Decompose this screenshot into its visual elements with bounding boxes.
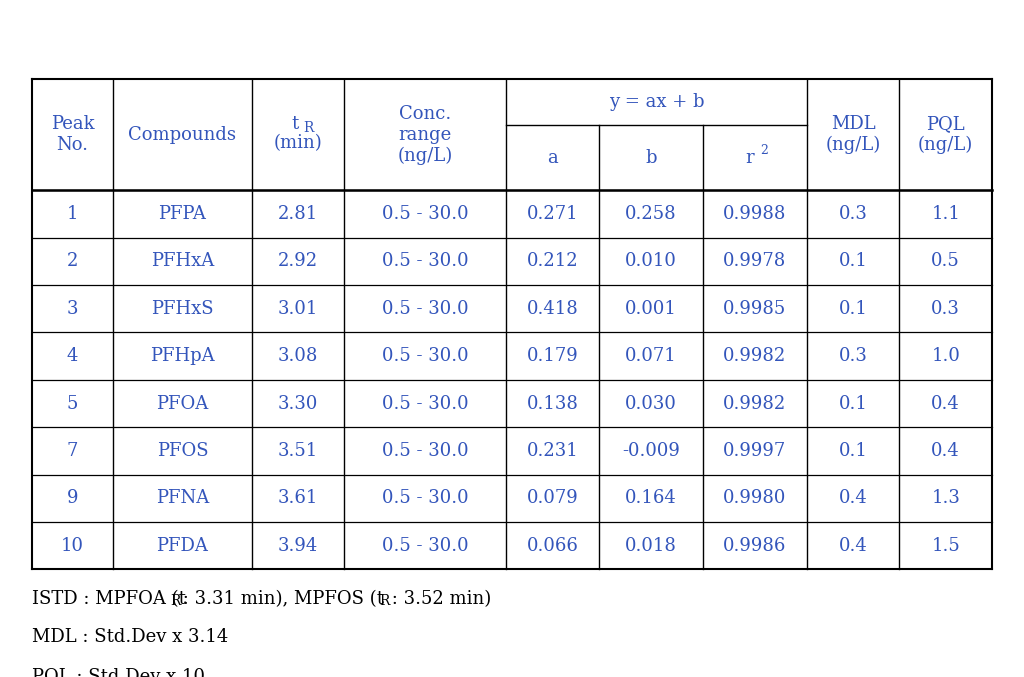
Text: R: R — [170, 594, 180, 608]
Text: 0.271: 0.271 — [526, 205, 579, 223]
Text: PQL
(ng/L): PQL (ng/L) — [919, 115, 974, 154]
Text: 0.4: 0.4 — [839, 537, 867, 554]
Text: R: R — [379, 594, 390, 608]
Text: 1.5: 1.5 — [932, 537, 961, 554]
Text: 0.418: 0.418 — [526, 300, 579, 318]
Text: (min): (min) — [273, 134, 323, 152]
Bar — [32, 79, 992, 569]
Text: PFDA: PFDA — [157, 537, 208, 554]
Text: PFPA: PFPA — [159, 205, 206, 223]
Text: 2.81: 2.81 — [278, 205, 318, 223]
Text: 0.5: 0.5 — [932, 253, 961, 270]
Text: 0.9980: 0.9980 — [723, 489, 786, 507]
Text: 3.01: 3.01 — [278, 300, 318, 318]
Text: 1: 1 — [67, 205, 78, 223]
Text: 3.94: 3.94 — [278, 537, 318, 554]
Text: 3.51: 3.51 — [278, 442, 318, 460]
Text: 0.164: 0.164 — [625, 489, 677, 507]
Text: y = ax + b: y = ax + b — [609, 93, 705, 111]
Text: 0.1: 0.1 — [839, 442, 867, 460]
Text: 1.0: 1.0 — [931, 347, 961, 365]
Text: 0.071: 0.071 — [625, 347, 677, 365]
Text: 0.9978: 0.9978 — [723, 253, 786, 270]
Text: PFOA: PFOA — [157, 395, 209, 412]
Text: Peak
No.: Peak No. — [50, 115, 94, 154]
Text: PFNA: PFNA — [156, 489, 209, 507]
Text: Conc.
range
(ng/L): Conc. range (ng/L) — [397, 105, 453, 165]
Text: t: t — [292, 115, 299, 133]
Text: 3: 3 — [67, 300, 78, 318]
Text: 2: 2 — [67, 253, 78, 270]
Text: 3.30: 3.30 — [278, 395, 318, 412]
Text: PFHxS: PFHxS — [152, 300, 214, 318]
Text: 0.079: 0.079 — [526, 489, 579, 507]
Text: 0.5 - 30.0: 0.5 - 30.0 — [382, 537, 469, 554]
Text: 0.1: 0.1 — [839, 395, 867, 412]
Text: 9: 9 — [67, 489, 78, 507]
Text: 0.9988: 0.9988 — [723, 205, 786, 223]
Text: PFHpA: PFHpA — [151, 347, 215, 365]
Text: 0.5 - 30.0: 0.5 - 30.0 — [382, 205, 469, 223]
Text: 3.61: 3.61 — [278, 489, 318, 507]
Text: 4: 4 — [67, 347, 78, 365]
Text: 0.3: 0.3 — [839, 347, 867, 365]
Text: 5: 5 — [67, 395, 78, 412]
Text: : 3.31 min), MPFOS (t: : 3.31 min), MPFOS (t — [177, 590, 384, 608]
Text: 3.08: 3.08 — [278, 347, 318, 365]
Text: 0.001: 0.001 — [625, 300, 677, 318]
Text: 0.010: 0.010 — [625, 253, 677, 270]
Text: 2.92: 2.92 — [278, 253, 318, 270]
Text: 0.030: 0.030 — [625, 395, 677, 412]
Text: 0.231: 0.231 — [526, 442, 579, 460]
Text: 0.5 - 30.0: 0.5 - 30.0 — [382, 395, 469, 412]
Text: MDL
(ng/L): MDL (ng/L) — [825, 115, 881, 154]
Text: PQL : Std.Dev x 10: PQL : Std.Dev x 10 — [32, 667, 205, 677]
Text: 0.4: 0.4 — [932, 395, 961, 412]
Text: MDL : Std.Dev x 3.14: MDL : Std.Dev x 3.14 — [32, 628, 228, 647]
Text: b: b — [645, 148, 656, 167]
Text: 0.5 - 30.0: 0.5 - 30.0 — [382, 300, 469, 318]
Text: 0.212: 0.212 — [526, 253, 579, 270]
Text: 1.1: 1.1 — [931, 205, 961, 223]
Text: 10: 10 — [61, 537, 84, 554]
Text: 0.258: 0.258 — [625, 205, 677, 223]
Text: PFOS: PFOS — [157, 442, 208, 460]
Text: : 3.52 min): : 3.52 min) — [386, 590, 492, 608]
Text: 0.066: 0.066 — [526, 537, 579, 554]
Text: 0.5 - 30.0: 0.5 - 30.0 — [382, 489, 469, 507]
Text: 0.179: 0.179 — [526, 347, 579, 365]
Text: 0.1: 0.1 — [839, 253, 867, 270]
Text: 0.9982: 0.9982 — [723, 347, 786, 365]
Text: 0.018: 0.018 — [625, 537, 677, 554]
Text: ISTD : MPFOA (t: ISTD : MPFOA (t — [32, 590, 186, 608]
Text: 2: 2 — [760, 144, 768, 157]
Text: 1.3: 1.3 — [931, 489, 961, 507]
Text: 0.5 - 30.0: 0.5 - 30.0 — [382, 442, 469, 460]
Text: 0.4: 0.4 — [932, 442, 961, 460]
Text: 0.5 - 30.0: 0.5 - 30.0 — [382, 253, 469, 270]
Text: 0.3: 0.3 — [931, 300, 961, 318]
Text: a: a — [547, 148, 558, 167]
Text: 7: 7 — [67, 442, 78, 460]
Text: 0.3: 0.3 — [839, 205, 867, 223]
Text: PFHxA: PFHxA — [151, 253, 214, 270]
Text: 0.9986: 0.9986 — [723, 537, 786, 554]
Text: -0.009: -0.009 — [622, 442, 680, 460]
Text: 0.9997: 0.9997 — [723, 442, 786, 460]
Text: 0.1: 0.1 — [839, 300, 867, 318]
Text: R: R — [303, 121, 313, 135]
Text: 0.138: 0.138 — [526, 395, 579, 412]
Text: 0.9985: 0.9985 — [723, 300, 786, 318]
Text: 0.5 - 30.0: 0.5 - 30.0 — [382, 347, 469, 365]
Text: 0.4: 0.4 — [839, 489, 867, 507]
Text: Compounds: Compounds — [128, 126, 237, 144]
Text: r: r — [745, 148, 755, 167]
Text: 0.9982: 0.9982 — [723, 395, 786, 412]
